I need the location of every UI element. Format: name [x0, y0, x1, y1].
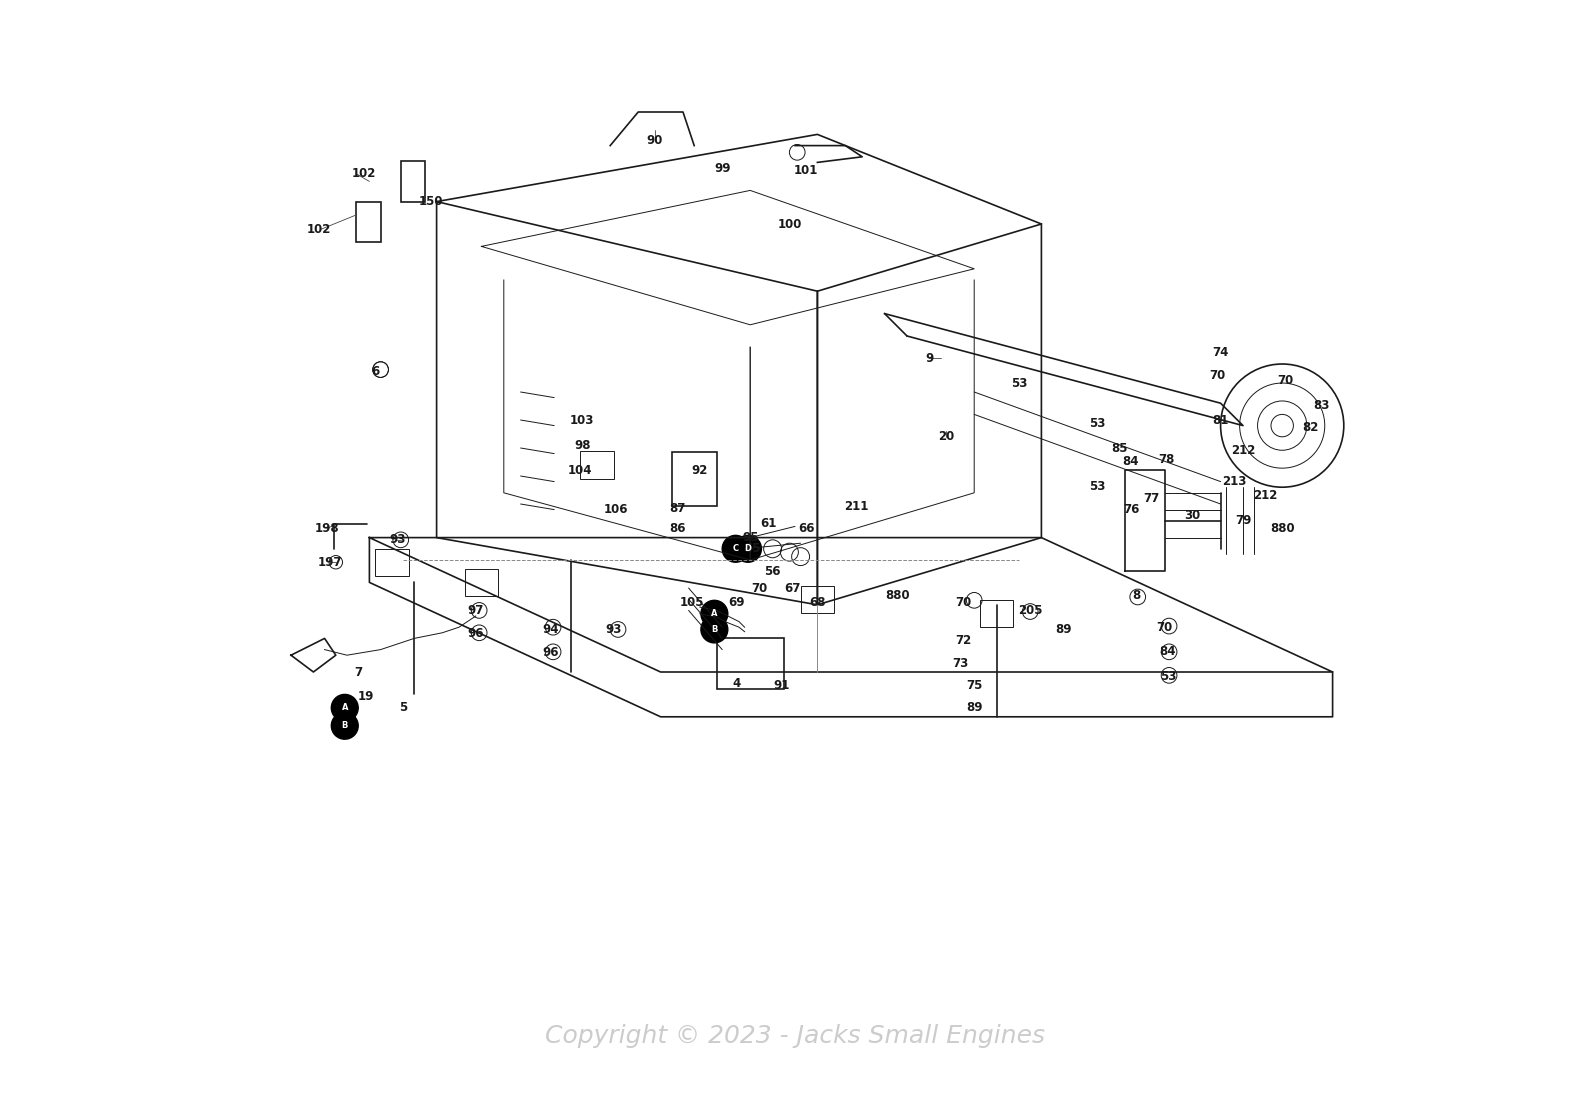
- Text: 75: 75: [967, 679, 983, 692]
- Text: 84: 84: [1159, 645, 1177, 659]
- Text: 6: 6: [370, 365, 378, 379]
- Bar: [401, 161, 426, 202]
- Bar: [673, 452, 717, 506]
- Text: A: A: [711, 609, 717, 618]
- Text: 78: 78: [1159, 452, 1175, 466]
- Text: 69: 69: [728, 596, 746, 609]
- Text: 66: 66: [798, 522, 814, 535]
- Text: C: C: [733, 544, 739, 553]
- Text: 93: 93: [390, 533, 405, 547]
- Text: 70: 70: [1208, 368, 1226, 382]
- Circle shape: [331, 694, 358, 721]
- Text: 77: 77: [1143, 492, 1159, 505]
- Text: 70: 70: [1156, 620, 1173, 634]
- Text: 93: 93: [606, 623, 622, 636]
- Text: 67: 67: [784, 581, 801, 595]
- Text: 70: 70: [956, 596, 971, 609]
- Circle shape: [331, 712, 358, 739]
- Text: 99: 99: [714, 161, 730, 175]
- Text: 53: 53: [1089, 417, 1105, 430]
- Text: D: D: [744, 544, 752, 553]
- Text: 68: 68: [809, 596, 825, 609]
- Text: 96: 96: [467, 627, 483, 641]
- Bar: [801, 586, 835, 613]
- Text: 85: 85: [1111, 441, 1127, 455]
- Text: 150: 150: [418, 195, 444, 208]
- Text: 53: 53: [1089, 479, 1105, 493]
- Text: 83: 83: [1313, 399, 1329, 412]
- Text: 4: 4: [733, 676, 741, 690]
- Text: 91: 91: [773, 679, 790, 692]
- Text: 76: 76: [1123, 503, 1138, 516]
- Text: 100: 100: [778, 217, 801, 231]
- Text: 55: 55: [744, 542, 760, 556]
- Text: 105: 105: [679, 596, 704, 609]
- Text: 73: 73: [952, 656, 968, 670]
- Text: 96: 96: [542, 646, 560, 660]
- Text: 84: 84: [1123, 455, 1140, 468]
- Text: 106: 106: [604, 503, 628, 516]
- Text: Copyright © 2023 - Jacks Small Engines: Copyright © 2023 - Jacks Small Engines: [545, 1024, 1045, 1048]
- Text: 89: 89: [1056, 623, 1072, 636]
- Text: 95: 95: [743, 531, 758, 544]
- Bar: [979, 600, 1013, 627]
- Text: 212: 212: [1231, 444, 1255, 457]
- Text: 19: 19: [358, 690, 374, 703]
- Text: 197: 197: [318, 556, 342, 569]
- Text: 211: 211: [844, 500, 868, 513]
- Text: 213: 213: [1221, 475, 1247, 488]
- Text: 53: 53: [1159, 670, 1177, 683]
- Text: 205: 205: [1018, 604, 1043, 617]
- Text: 86: 86: [669, 522, 685, 535]
- Text: 53: 53: [1011, 376, 1027, 390]
- Text: 89: 89: [967, 701, 983, 715]
- Text: 72: 72: [956, 634, 971, 647]
- Text: 79: 79: [1235, 514, 1251, 528]
- Circle shape: [735, 535, 762, 562]
- Text: A: A: [342, 703, 348, 712]
- Text: 102: 102: [307, 223, 331, 236]
- Text: 880: 880: [886, 589, 911, 603]
- Text: 56: 56: [765, 564, 781, 578]
- Text: B: B: [342, 721, 348, 730]
- Bar: [580, 451, 614, 479]
- Text: 101: 101: [793, 164, 819, 177]
- Text: 8: 8: [1132, 589, 1140, 603]
- Text: 9: 9: [925, 352, 933, 365]
- Text: 94: 94: [542, 623, 560, 636]
- Text: 7: 7: [355, 665, 363, 679]
- Text: 81: 81: [1213, 413, 1229, 427]
- Text: 70: 70: [1277, 374, 1294, 388]
- Text: B: B: [711, 625, 717, 634]
- Text: 98: 98: [574, 439, 590, 452]
- Text: 5: 5: [399, 701, 407, 715]
- Text: 90: 90: [647, 133, 663, 147]
- Text: 30: 30: [1185, 508, 1200, 522]
- Text: 70: 70: [750, 581, 768, 595]
- Circle shape: [722, 535, 749, 562]
- Text: 198: 198: [315, 522, 339, 535]
- Text: 880: 880: [1270, 522, 1294, 535]
- Circle shape: [701, 616, 728, 643]
- Circle shape: [701, 600, 728, 627]
- Text: 92: 92: [692, 464, 708, 477]
- Bar: [375, 549, 409, 576]
- Text: 102: 102: [351, 167, 375, 180]
- Bar: [464, 569, 498, 596]
- Text: 82: 82: [1302, 421, 1318, 435]
- Text: 104: 104: [568, 464, 591, 477]
- Text: 20: 20: [938, 430, 954, 444]
- Text: 61: 61: [760, 516, 776, 530]
- Text: 87: 87: [669, 502, 685, 515]
- Text: 103: 103: [569, 413, 595, 427]
- Bar: [356, 202, 380, 242]
- Text: 212: 212: [1253, 488, 1278, 502]
- Bar: [717, 638, 784, 689]
- Text: 97: 97: [467, 604, 483, 617]
- Text: 74: 74: [1213, 346, 1229, 360]
